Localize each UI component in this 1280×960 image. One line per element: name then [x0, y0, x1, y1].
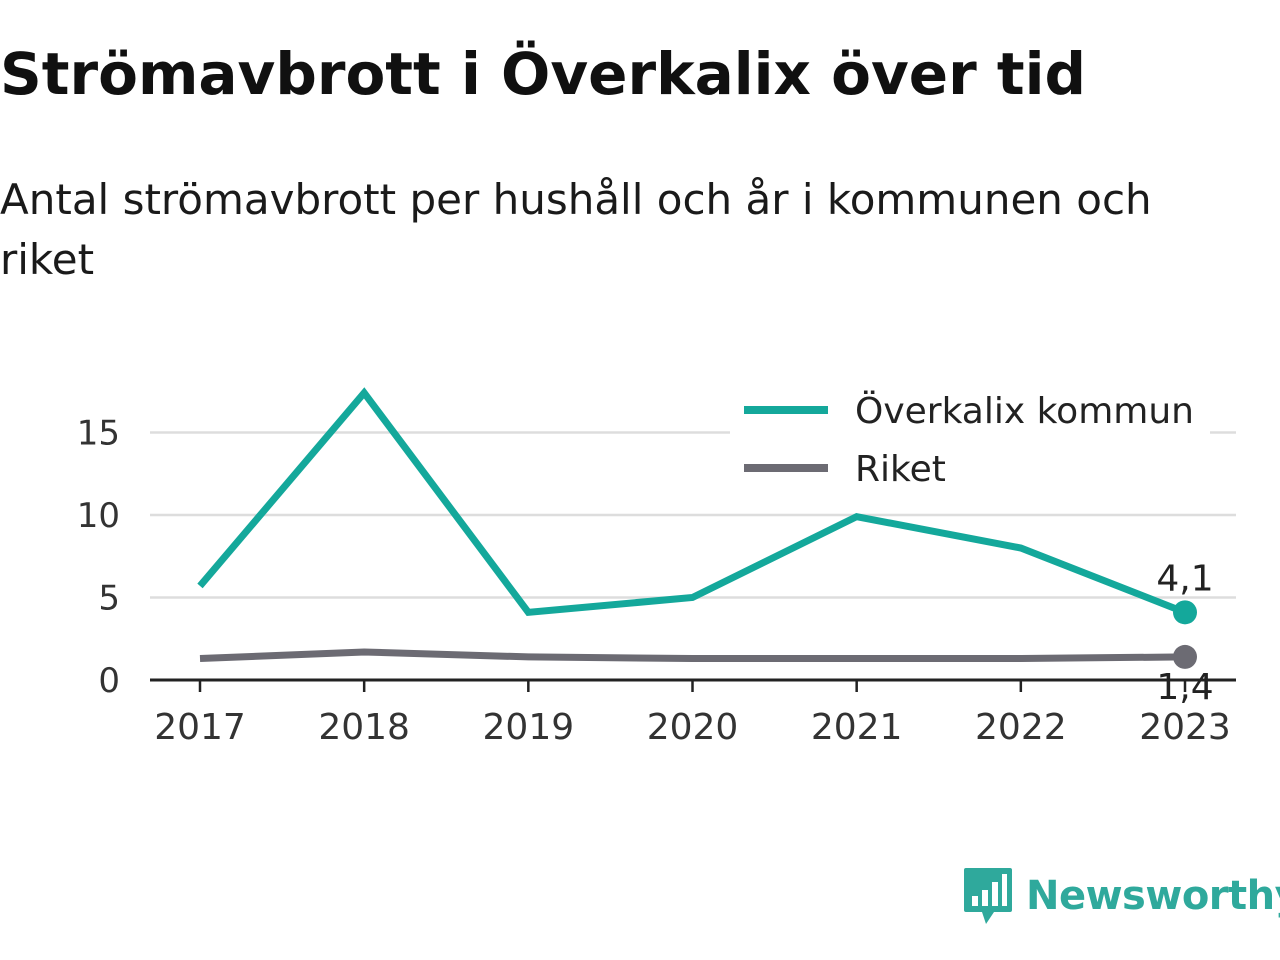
series-line-overkalix — [197, 387, 1187, 617]
y-tick-label-15: 15 — [77, 414, 120, 454]
series-line-riket — [199, 648, 1186, 663]
x-tick-label-2018: 2018 — [318, 707, 410, 748]
x-tick-label-2017: 2017 — [154, 707, 246, 748]
legend-label-riket: Riket — [855, 449, 946, 490]
y-tick-label-10: 10 — [77, 496, 120, 536]
chart-title: Strömavbrott i Överkalix över tid — [0, 40, 1087, 108]
legend-label-overkalix: Överkalix kommun — [855, 390, 1194, 432]
brand-name: Newsworthy — [1026, 873, 1280, 919]
chart-subtitle: Antal strömavbrott per hushåll och år i … — [0, 175, 1152, 284]
y-tick-label-0: 0 — [98, 661, 120, 701]
end-label-riket: 1,4 — [1156, 667, 1213, 708]
line-chart: 0 5 10 15 2017 2018 2019 2020 2021 2022 2023 Över… — [76, 380, 1236, 748]
x-tick-label-2023: 2023 — [1139, 707, 1231, 748]
y-tick-label-5: 5 — [98, 579, 120, 619]
end-marker-overkalix — [1173, 600, 1197, 625]
x-tick-label-2022: 2022 — [975, 707, 1067, 748]
x-tick-label-2019: 2019 — [483, 707, 575, 748]
y-axis-tick-labels: 0 5 10 15 — [77, 414, 120, 702]
newsworthy-chart-bubble-icon — [964, 868, 1012, 924]
series-lines — [197, 387, 1197, 669]
newsworthy-logo: Newsworthy — [962, 864, 1280, 928]
legend: Överkalix kommun Riket — [730, 380, 1210, 490]
end-value-labels: 4,1 1,4 — [1156, 558, 1213, 708]
x-tick-label-2020: 2020 — [647, 707, 739, 748]
end-marker-riket — [1173, 644, 1197, 669]
end-label-overkalix: 4,1 — [1156, 558, 1213, 599]
x-axis: 2017 2018 2019 2020 2021 2022 2023 — [150, 678, 1236, 748]
x-tick-label-2021: 2021 — [811, 707, 903, 748]
